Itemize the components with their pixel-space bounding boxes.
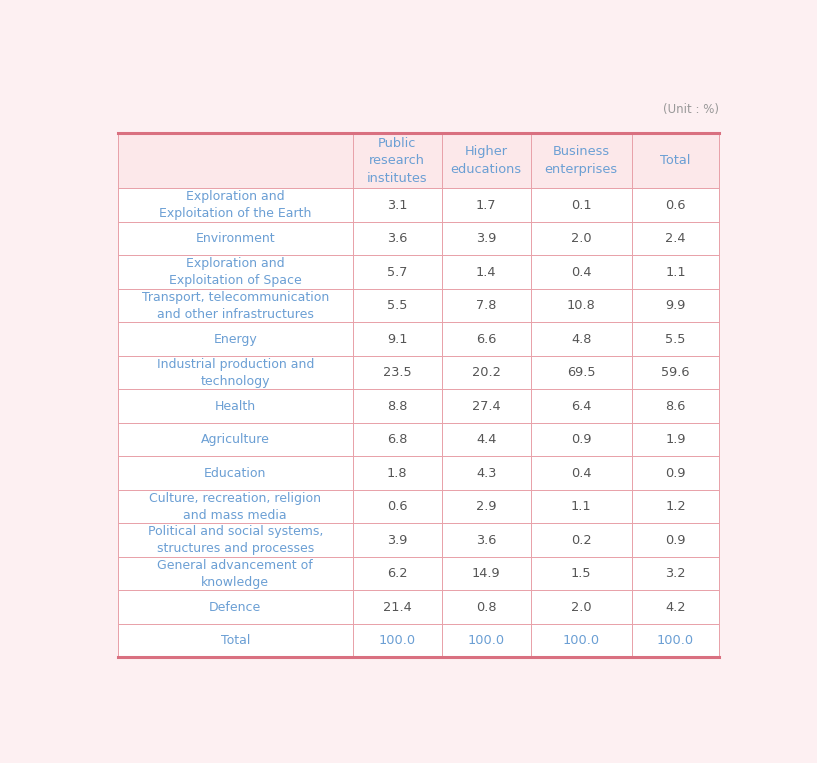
Text: 23.5: 23.5 <box>382 366 412 379</box>
Text: Exploration and
Exploitation of Space: Exploration and Exploitation of Space <box>169 257 301 287</box>
Text: 9.1: 9.1 <box>386 333 408 346</box>
Bar <box>118 523 720 557</box>
Text: 0.6: 0.6 <box>386 500 408 513</box>
Bar <box>118 456 720 490</box>
Text: 3.1: 3.1 <box>386 198 408 212</box>
Text: 1.9: 1.9 <box>665 433 685 446</box>
Text: 1.8: 1.8 <box>386 467 408 480</box>
Text: 69.5: 69.5 <box>567 366 596 379</box>
Text: Education: Education <box>204 467 266 480</box>
Text: 21.4: 21.4 <box>382 600 412 613</box>
Text: Exploration and
Exploitation of the Earth: Exploration and Exploitation of the Eart… <box>159 190 311 221</box>
Text: 1.1: 1.1 <box>665 266 686 278</box>
Text: 27.4: 27.4 <box>471 400 500 413</box>
Text: 6.4: 6.4 <box>571 400 592 413</box>
Text: 2.9: 2.9 <box>475 500 497 513</box>
Text: General advancement of
knowledge: General advancement of knowledge <box>158 559 313 588</box>
Bar <box>118 222 720 256</box>
Text: 5.5: 5.5 <box>387 299 407 312</box>
Text: 8.8: 8.8 <box>387 400 407 413</box>
Text: Business
enterprises: Business enterprises <box>545 145 618 175</box>
Text: 1.5: 1.5 <box>571 567 592 580</box>
Text: 2.0: 2.0 <box>571 600 592 613</box>
Text: 5.5: 5.5 <box>665 333 685 346</box>
Text: 9.9: 9.9 <box>665 299 685 312</box>
Text: 3.9: 3.9 <box>475 232 496 245</box>
Text: 6.6: 6.6 <box>475 333 496 346</box>
Bar <box>118 624 720 658</box>
Text: Public
research
institutes: Public research institutes <box>367 137 427 185</box>
Text: 3.2: 3.2 <box>665 567 685 580</box>
Bar <box>118 256 720 289</box>
Text: 0.9: 0.9 <box>665 467 685 480</box>
Text: 10.8: 10.8 <box>567 299 596 312</box>
Text: 4.4: 4.4 <box>475 433 496 446</box>
Text: Defence: Defence <box>209 600 261 613</box>
Text: 1.4: 1.4 <box>475 266 497 278</box>
Bar <box>118 389 720 423</box>
Bar <box>118 289 720 323</box>
Bar <box>118 490 720 523</box>
Bar <box>118 323 720 356</box>
Text: 0.8: 0.8 <box>475 600 497 613</box>
Text: Transport, telecommunication
and other infrastructures: Transport, telecommunication and other i… <box>141 291 329 320</box>
Text: 0.4: 0.4 <box>571 467 592 480</box>
Text: Total: Total <box>221 634 250 647</box>
Text: 3.6: 3.6 <box>475 533 496 546</box>
Text: (Unit : %): (Unit : %) <box>663 103 720 116</box>
Text: 0.9: 0.9 <box>571 433 592 446</box>
Text: Political and social systems,
structures and processes: Political and social systems, structures… <box>148 525 323 555</box>
Text: 3.6: 3.6 <box>387 232 407 245</box>
Text: 6.2: 6.2 <box>386 567 408 580</box>
Text: 0.2: 0.2 <box>571 533 592 546</box>
Text: Energy: Energy <box>213 333 257 346</box>
Text: 6.8: 6.8 <box>387 433 407 446</box>
Text: 1.1: 1.1 <box>571 500 592 513</box>
Bar <box>118 188 720 222</box>
Text: Total: Total <box>660 154 690 167</box>
Bar <box>118 557 720 591</box>
Bar <box>118 133 720 188</box>
Text: 100.0: 100.0 <box>657 634 694 647</box>
Text: 5.7: 5.7 <box>387 266 407 278</box>
Text: 20.2: 20.2 <box>471 366 501 379</box>
Text: Industrial production and
technology: Industrial production and technology <box>157 358 314 388</box>
Text: Higher
educations: Higher educations <box>450 145 521 175</box>
Text: 3.9: 3.9 <box>387 533 407 546</box>
Text: 8.6: 8.6 <box>665 400 685 413</box>
Text: 1.7: 1.7 <box>475 198 497 212</box>
Text: 100.0: 100.0 <box>467 634 505 647</box>
Text: 14.9: 14.9 <box>471 567 500 580</box>
Text: 100.0: 100.0 <box>563 634 600 647</box>
Text: 4.8: 4.8 <box>571 333 592 346</box>
Text: Agriculture: Agriculture <box>201 433 270 446</box>
Text: 100.0: 100.0 <box>378 634 416 647</box>
Text: 2.4: 2.4 <box>665 232 685 245</box>
Bar <box>118 591 720 624</box>
Bar <box>118 423 720 456</box>
Text: 0.6: 0.6 <box>665 198 685 212</box>
Text: 0.4: 0.4 <box>571 266 592 278</box>
Text: 4.2: 4.2 <box>665 600 685 613</box>
Text: 1.2: 1.2 <box>665 500 686 513</box>
Text: 2.0: 2.0 <box>571 232 592 245</box>
Text: 0.9: 0.9 <box>665 533 685 546</box>
Text: 59.6: 59.6 <box>661 366 690 379</box>
Text: Culture, recreation, religion
and mass media: Culture, recreation, religion and mass m… <box>150 491 321 522</box>
Text: Environment: Environment <box>195 232 275 245</box>
Text: Health: Health <box>215 400 256 413</box>
Text: 0.1: 0.1 <box>571 198 592 212</box>
Text: 7.8: 7.8 <box>475 299 496 312</box>
Bar <box>118 356 720 389</box>
Text: 4.3: 4.3 <box>475 467 496 480</box>
